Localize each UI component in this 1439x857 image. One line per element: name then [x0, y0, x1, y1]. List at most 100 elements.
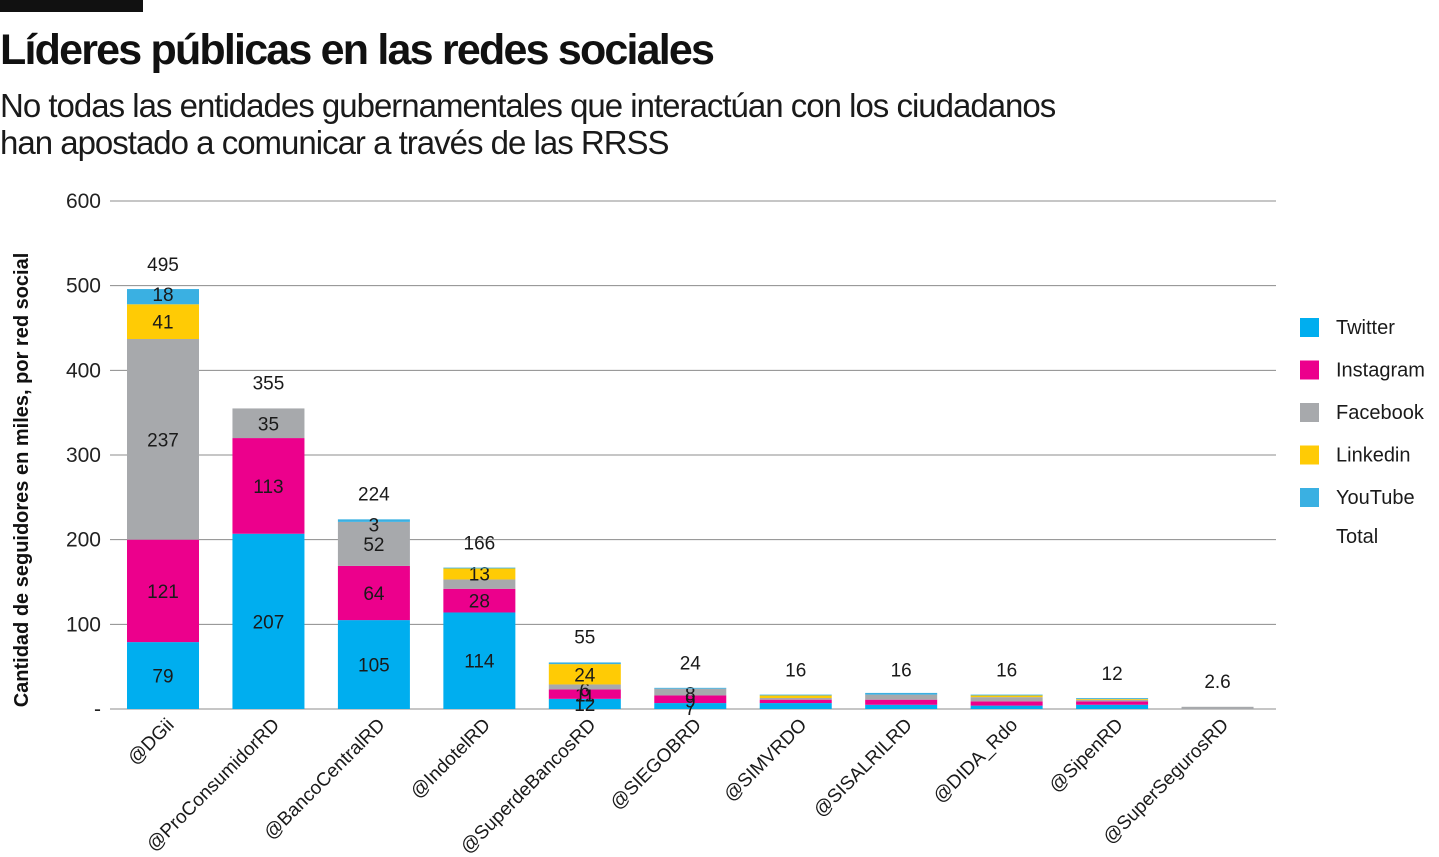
data-label-youtube: 3	[369, 515, 380, 536]
data-label-linkedin: 13	[469, 564, 490, 585]
bar-segment-facebook	[548, 684, 621, 690]
y-tick-label: -	[94, 698, 101, 721]
bar-segment-youtube	[443, 567, 516, 569]
data-label-twitter: 7	[685, 699, 696, 720]
data-label-facebook: 52	[363, 535, 384, 556]
bar-segment-youtube	[127, 289, 199, 305]
data-label-instagram: 64	[363, 584, 385, 605]
data-label-twitter: 207	[253, 612, 285, 633]
data-label-instagram: 11	[575, 686, 595, 707]
bar-segment-facebook	[759, 697, 832, 700]
y-axis-label: Cantidad de seguidores en miles, por red…	[11, 253, 33, 708]
chart-subtitle: No todas las entidades gubernamentales q…	[0, 87, 1056, 161]
bar-segment-linkedin	[443, 568, 516, 580]
header-accent-bar	[0, 0, 143, 12]
data-label-facebook: 6	[580, 680, 591, 701]
y-tick-label: 400	[66, 359, 101, 382]
bar-segment-twitter	[337, 620, 410, 709]
bar-segment-twitter	[970, 705, 1043, 709]
data-label-linkedin: 41	[152, 313, 173, 334]
bar-segment-facebook	[865, 694, 938, 700]
y-tick-label: 100	[66, 613, 101, 636]
x-category-label: @DGii	[124, 715, 179, 770]
data-label-linkedin: 24	[574, 665, 596, 686]
total-label: 224	[358, 484, 390, 505]
bar-segment-youtube	[654, 687, 727, 689]
bar-segment-linkedin	[759, 695, 832, 698]
x-category-label: @SIMVRDO	[720, 715, 811, 806]
bar-segment-instagram	[759, 699, 832, 704]
data-label-facebook: 35	[258, 414, 279, 435]
total-label: 2.6	[1204, 672, 1230, 693]
data-label-twitter: 105	[358, 656, 390, 677]
bar-segment-facebook	[443, 579, 516, 589]
legend-label-linkedin: Linkedin	[1336, 445, 1411, 467]
legend-swatch-youtube	[1300, 488, 1319, 507]
bar-segment-linkedin	[127, 304, 199, 340]
legend-swatch-twitter	[1300, 318, 1319, 337]
data-label-instagram: 113	[253, 477, 283, 498]
bar-segment-facebook	[232, 408, 305, 439]
total-label: 355	[253, 373, 285, 394]
total-label: 12	[1102, 664, 1123, 685]
bar-segment-youtube	[865, 692, 938, 695]
bar-segment-youtube	[759, 694, 832, 696]
bar-segment-twitter	[865, 704, 938, 709]
legend-swatch-facebook	[1300, 403, 1319, 422]
bar-segment-linkedin	[1076, 698, 1149, 700]
bar-segment-youtube	[548, 662, 621, 665]
data-label-facebook: 237	[147, 430, 179, 451]
legend-label-instagram: Instagram	[1336, 360, 1425, 382]
total-label: 166	[464, 533, 496, 554]
bar-segment-instagram	[865, 699, 938, 705]
bar-segment-facebook	[970, 697, 1043, 702]
x-category-label: @DIDA_Rdo	[929, 715, 1022, 808]
data-label-facebook: 8	[685, 685, 696, 706]
bar-segment-facebook	[1181, 706, 1254, 709]
bar-segment-instagram	[337, 565, 410, 621]
data-label-twitter: 114	[464, 652, 495, 673]
data-label-instagram: 121	[147, 582, 179, 603]
legend-label-total: Total	[1336, 526, 1378, 548]
bar-segment-linkedin	[970, 695, 1043, 698]
bar-segment-twitter	[127, 642, 199, 709]
x-category-label: @SISALRILRD	[810, 715, 917, 822]
legend-label-youtube: YouTube	[1336, 487, 1415, 509]
bar-segment-twitter	[443, 612, 516, 709]
bar-segment-facebook	[337, 521, 410, 566]
bar-segment-linkedin	[548, 664, 621, 685]
bar-segment-youtube	[1076, 697, 1149, 699]
data-label-instagram: 9	[685, 691, 696, 712]
bar-segment-facebook	[127, 339, 199, 540]
bar-segment-twitter	[759, 703, 832, 709]
y-tick-label: 200	[66, 529, 101, 552]
legend-label-twitter: Twitter	[1336, 317, 1395, 339]
total-label: 16	[785, 660, 806, 681]
y-tick-label: 600	[66, 190, 101, 213]
bar-segment-instagram	[1076, 701, 1149, 705]
bar-segment-instagram	[548, 689, 621, 699]
y-tick-label: 300	[66, 444, 101, 467]
bar-segment-instagram	[443, 588, 516, 613]
legend-swatch-instagram	[1300, 360, 1319, 380]
total-label: 495	[147, 255, 179, 276]
total-label: 16	[996, 660, 1017, 681]
chart-title: Líderes públicas en las redes sociales	[0, 26, 715, 74]
bar-segment-instagram	[654, 695, 727, 704]
bar-segment-youtube	[970, 694, 1043, 696]
bar-segment-twitter	[548, 698, 621, 709]
data-label-twitter: 79	[152, 667, 173, 688]
total-label: 55	[574, 627, 595, 648]
x-category-label: @SipenRD	[1045, 715, 1127, 797]
bar-segment-twitter	[654, 703, 727, 709]
x-category-label: @SIEGOBRD	[606, 715, 705, 814]
data-label-twitter: 12	[574, 695, 595, 716]
bar-segment-instagram	[232, 438, 305, 534]
data-label-youtube: 18	[152, 285, 173, 306]
bar-segment-twitter	[1076, 704, 1149, 709]
total-label: 16	[891, 660, 912, 681]
bar-segment-instagram	[970, 701, 1043, 706]
total-label: 24	[680, 654, 702, 675]
legend-label-facebook: Facebook	[1336, 402, 1425, 424]
